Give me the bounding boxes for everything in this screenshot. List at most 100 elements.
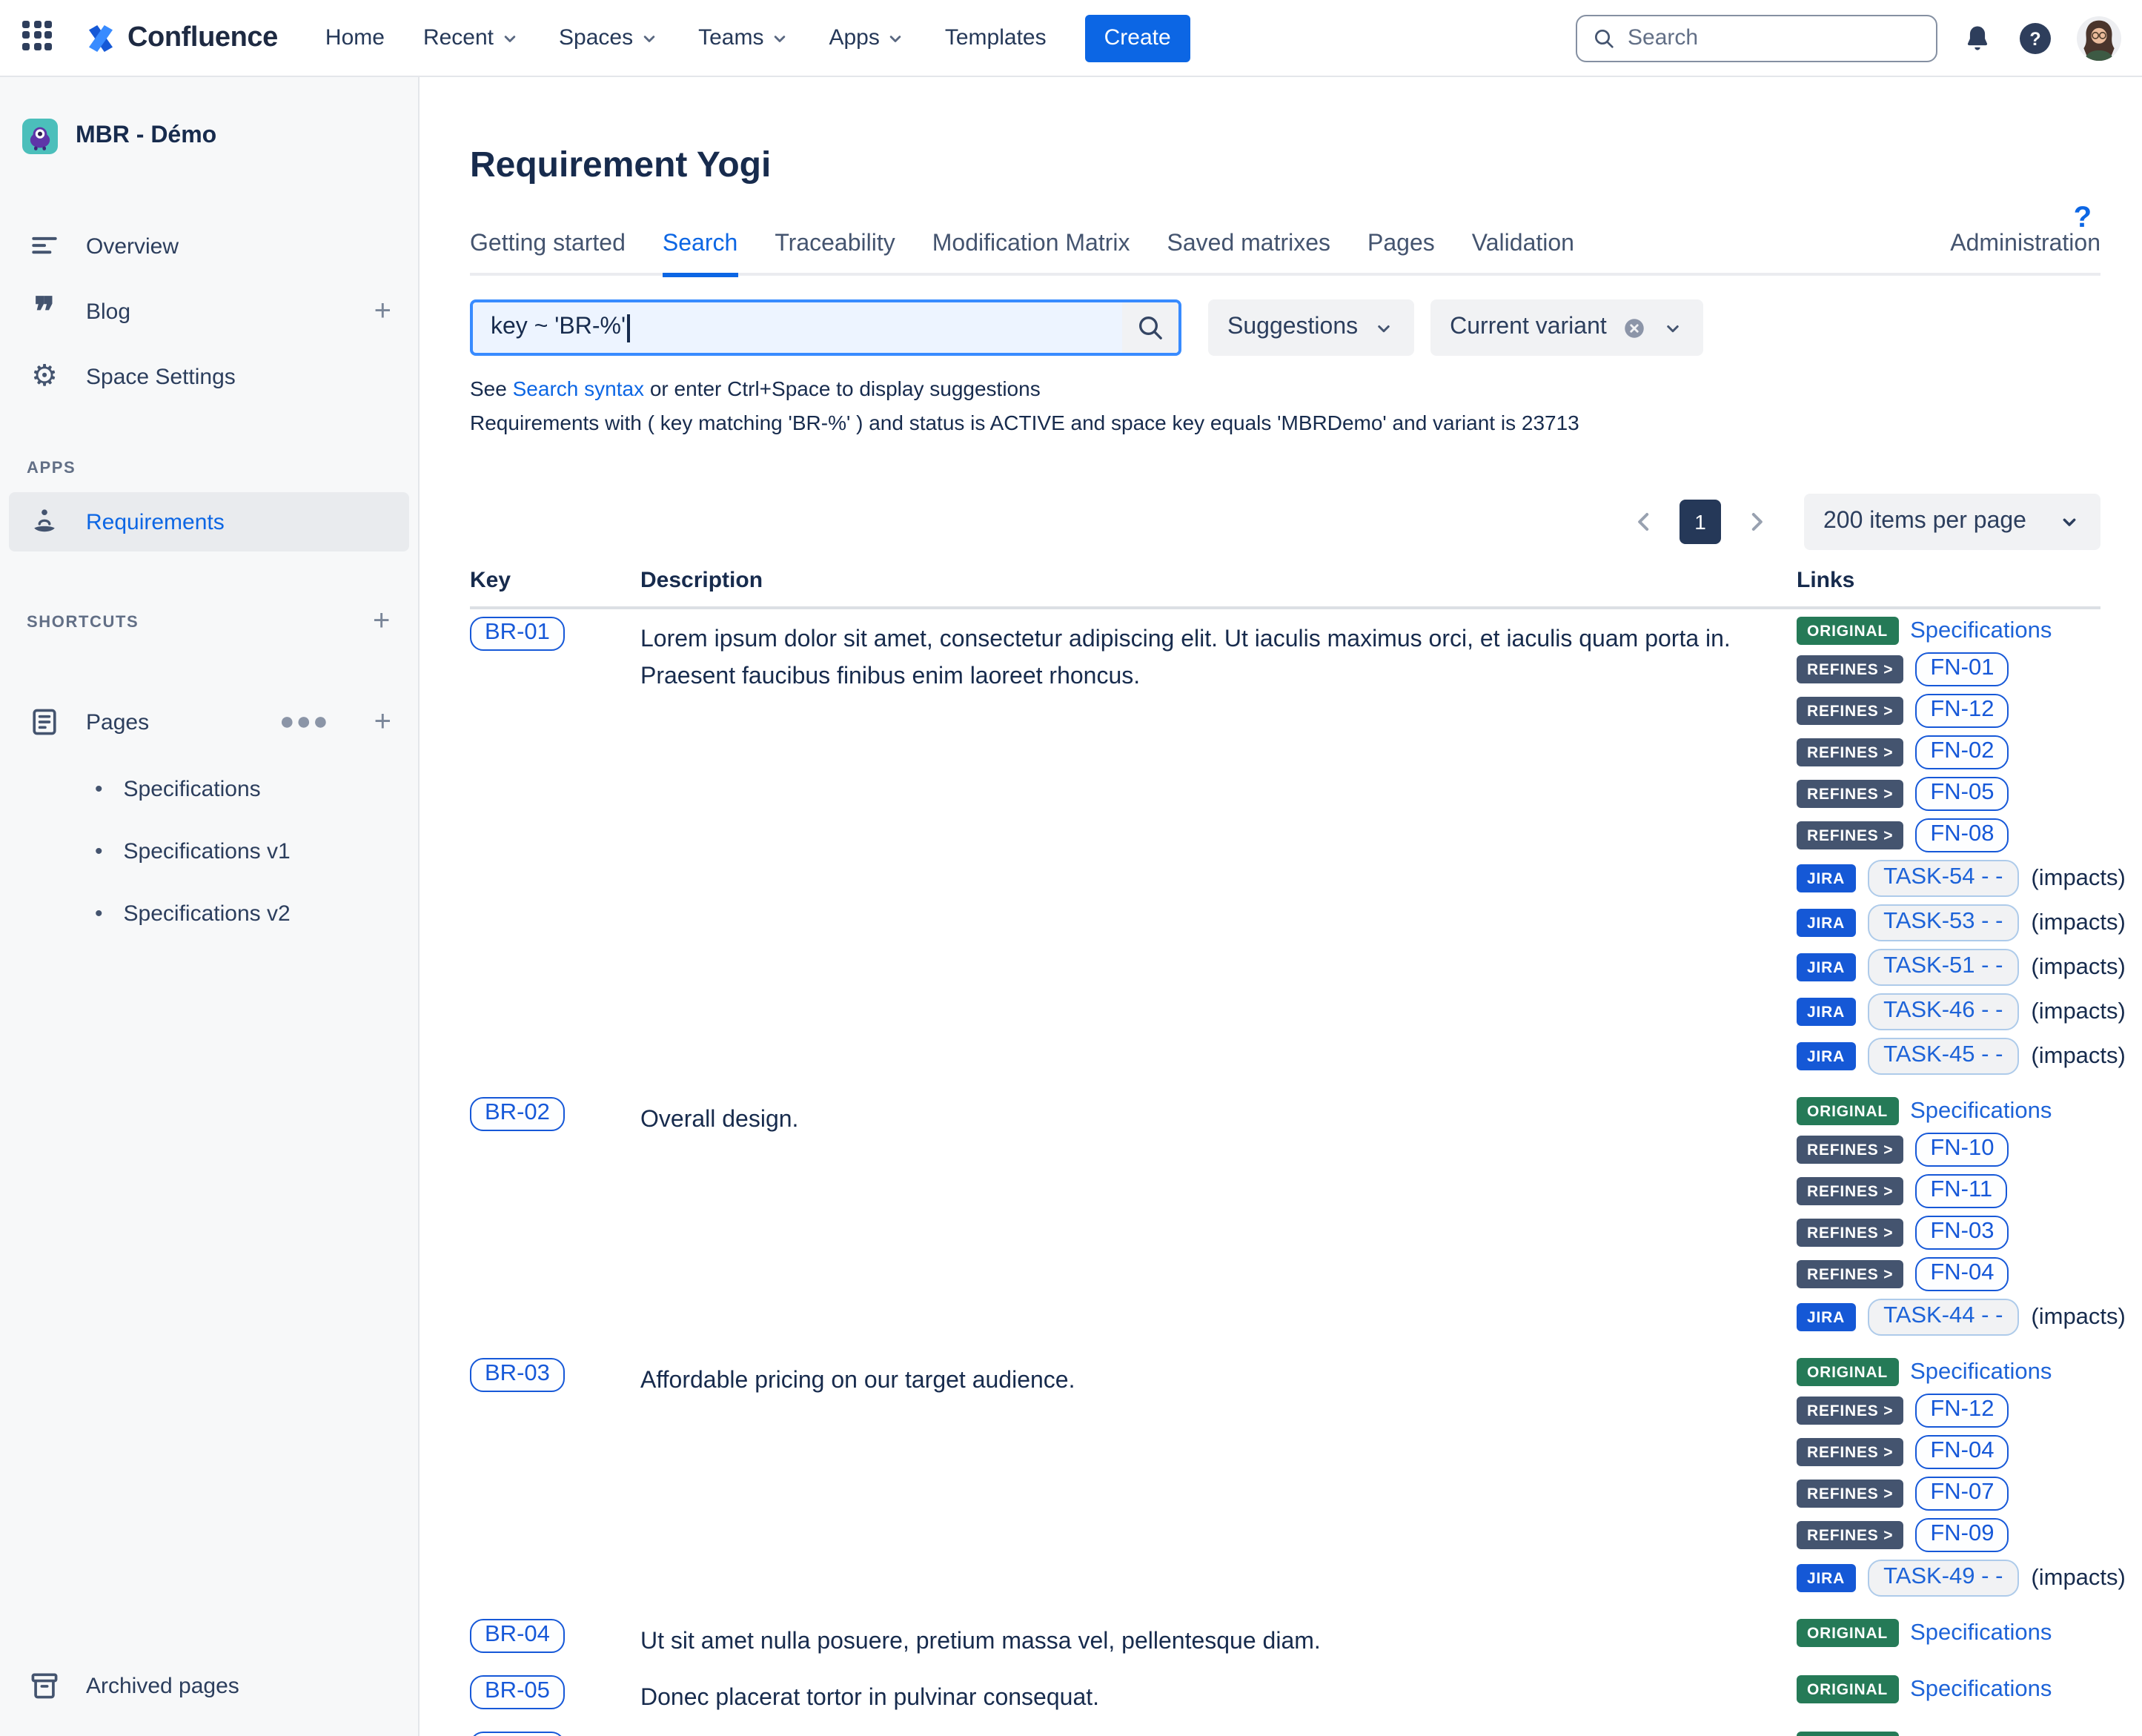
requirement-yogi-help-icon[interactable]: ? <box>2074 202 2092 236</box>
specifications-link[interactable]: Specifications <box>1910 1732 2052 1736</box>
space-name: MBR - Démo <box>76 123 216 150</box>
requirement-link-pill[interactable]: FN-05 <box>1915 777 2009 811</box>
nav-spaces[interactable]: Spaces <box>559 25 660 50</box>
requirement-key-pill[interactable]: BR-06 <box>470 1732 565 1736</box>
specifications-link[interactable]: Specifications <box>1910 1098 2052 1124</box>
tab-administration[interactable]: Administration <box>1950 231 2100 273</box>
specifications-link[interactable]: Specifications <box>1910 1359 2052 1385</box>
sidebar-item-space-settings[interactable]: ⚙ Space Settings <box>9 347 409 406</box>
add-page-icon[interactable]: + <box>374 705 391 739</box>
tab-search[interactable]: Search <box>663 231 737 273</box>
requirement-link-pill[interactable]: FN-10 <box>1915 1133 2009 1167</box>
link-line: ORIGINALSpecifications <box>1797 1675 2100 1703</box>
suggestions-dropdown[interactable]: Suggestions <box>1208 299 1414 356</box>
variant-dropdown[interactable]: Current variant <box>1430 299 1703 356</box>
requirement-query-input[interactable]: key ~ 'BR-%' <box>470 299 1181 356</box>
tab-validation[interactable]: Validation <box>1472 231 1574 273</box>
sidebar-page-specifications[interactable]: • Specifications <box>0 758 418 820</box>
link-line: ORIGINALSpecifications <box>1797 617 2100 645</box>
notifications-bell-icon[interactable] <box>1961 21 1994 54</box>
requirement-link-pill[interactable]: FN-12 <box>1915 694 2009 728</box>
requirement-key-pill[interactable]: BR-04 <box>470 1619 565 1653</box>
tab-pages[interactable]: Pages <box>1367 231 1435 273</box>
requirement-link-pill[interactable]: FN-02 <box>1915 735 2009 769</box>
gear-icon: ⚙ <box>27 362 62 391</box>
tab-traceability[interactable]: Traceability <box>775 231 895 273</box>
confluence-logo[interactable]: Confluence <box>83 20 278 56</box>
next-page-icon[interactable] <box>1739 504 1774 540</box>
nav-apps[interactable]: Apps <box>829 25 906 50</box>
specifications-link[interactable]: Specifications <box>1910 617 2052 644</box>
requirement-link-pill[interactable]: FN-04 <box>1915 1257 2009 1291</box>
nav-home[interactable]: Home <box>325 25 385 50</box>
refines-badge: REFINES > <box>1797 1177 1903 1205</box>
col-header-key: Key <box>470 568 640 593</box>
sidebar-item-archived-pages[interactable]: Archived pages <box>9 1656 409 1715</box>
refines-badge: REFINES > <box>1797 821 1903 849</box>
requirement-link-pill[interactable]: FN-07 <box>1915 1477 2009 1511</box>
requirement-link-pill[interactable]: FN-12 <box>1915 1394 2009 1428</box>
jira-issue-pill[interactable]: TASK-51 - - <box>1867 949 2019 986</box>
requirement-key-pill[interactable]: BR-03 <box>470 1358 565 1392</box>
jira-issue-pill[interactable]: TASK-44 - - <box>1867 1299 2019 1336</box>
link-line: REFINES >FN-01 <box>1797 652 2100 686</box>
previous-page-icon[interactable] <box>1626 504 1662 540</box>
requirement-link-pill[interactable]: FN-08 <box>1915 818 2009 852</box>
specifications-link[interactable]: Specifications <box>1910 1620 2052 1646</box>
sidebar-page-specifications-v2[interactable]: • Specifications v2 <box>0 882 418 944</box>
current-page-button[interactable]: 1 <box>1680 500 1721 544</box>
jira-issue-pill[interactable]: TASK-54 - - <box>1867 860 2019 897</box>
global-search-input[interactable]: Search <box>1576 14 1937 62</box>
original-badge: ORIGINAL <box>1797 1619 1898 1647</box>
run-search-button[interactable] <box>1122 302 1178 353</box>
add-blog-icon[interactable]: + <box>374 294 391 328</box>
create-button[interactable]: Create <box>1085 14 1190 62</box>
jira-issue-pill[interactable]: TASK-53 - - <box>1867 904 2019 941</box>
requirement-description: Affordable pricing on our target audienc… <box>640 1358 1797 1399</box>
clear-variant-icon[interactable] <box>1622 315 1647 340</box>
pages-more-icon[interactable]: ●●● <box>279 707 330 737</box>
sidebar-item-pages[interactable]: Pages ●●● + <box>9 692 409 752</box>
jira-issue-pill[interactable]: TASK-45 - - <box>1867 1038 2019 1075</box>
apps-section-heading: APPS <box>27 460 391 477</box>
add-shortcut-icon[interactable]: + <box>373 605 391 639</box>
requirement-key-pill[interactable]: BR-01 <box>470 617 565 651</box>
jira-badge: JIRA <box>1797 1042 1855 1070</box>
requirement-link-pill[interactable]: FN-04 <box>1915 1435 2009 1469</box>
specifications-link[interactable]: Specifications <box>1910 1676 2052 1703</box>
help-icon[interactable]: ? <box>2017 20 2053 56</box>
jira-badge: JIRA <box>1797 953 1855 981</box>
sidebar-item-blog[interactable]: ❞ Blog + <box>9 282 409 341</box>
tab-saved-matrixes[interactable]: Saved matrixes <box>1167 231 1331 273</box>
requirement-key-pill[interactable]: BR-02 <box>470 1097 565 1131</box>
sidebar-item-requirements[interactable]: Requirements <box>9 492 409 551</box>
jira-issue-pill[interactable]: TASK-49 - - <box>1867 1560 2019 1597</box>
link-line: REFINES >FN-05 <box>1797 777 2100 811</box>
primary-nav-items: Home Recent Spaces Teams Apps Templates <box>325 25 1047 50</box>
requirement-link-pill[interactable]: FN-03 <box>1915 1216 2009 1250</box>
items-per-page-dropdown[interactable]: 200 items per page <box>1804 494 2100 550</box>
sidebar-item-overview[interactable]: Overview <box>9 216 409 276</box>
requirement-key-pill[interactable]: BR-05 <box>470 1675 565 1709</box>
nav-recent[interactable]: Recent <box>423 25 520 50</box>
requirement-link-pill[interactable]: FN-11 <box>1915 1174 2007 1208</box>
requirement-link-pill[interactable]: FN-09 <box>1915 1518 2009 1552</box>
nav-templates[interactable]: Templates <box>945 25 1047 50</box>
text-cursor <box>627 314 629 342</box>
links-cell: ORIGINALSpecificationsREFINES >FN-12REFI… <box>1797 1358 2100 1604</box>
user-avatar[interactable] <box>2077 16 2121 60</box>
requirement-link-pill[interactable]: FN-01 <box>1915 652 2009 686</box>
sidebar-page-specifications-v1[interactable]: • Specifications v1 <box>0 820 418 882</box>
impacts-label: (impacts) <box>2031 865 2125 892</box>
tab-bar: Getting started Search Traceability Modi… <box>470 231 2100 276</box>
nav-teams[interactable]: Teams <box>698 25 790 50</box>
jira-issue-pill[interactable]: TASK-46 - - <box>1867 993 2019 1030</box>
refines-badge: REFINES > <box>1797 1260 1903 1288</box>
search-controls-row: key ~ 'BR-%' Suggestions Current variant <box>470 299 2100 356</box>
search-syntax-link[interactable]: Search syntax <box>513 377 644 400</box>
tab-getting-started[interactable]: Getting started <box>470 231 626 273</box>
app-switcher-icon[interactable] <box>21 19 59 57</box>
tab-modification-matrix[interactable]: Modification Matrix <box>932 231 1130 273</box>
space-header[interactable]: MBR - Démo <box>0 77 418 154</box>
impacts-label: (impacts) <box>2031 1304 2125 1331</box>
